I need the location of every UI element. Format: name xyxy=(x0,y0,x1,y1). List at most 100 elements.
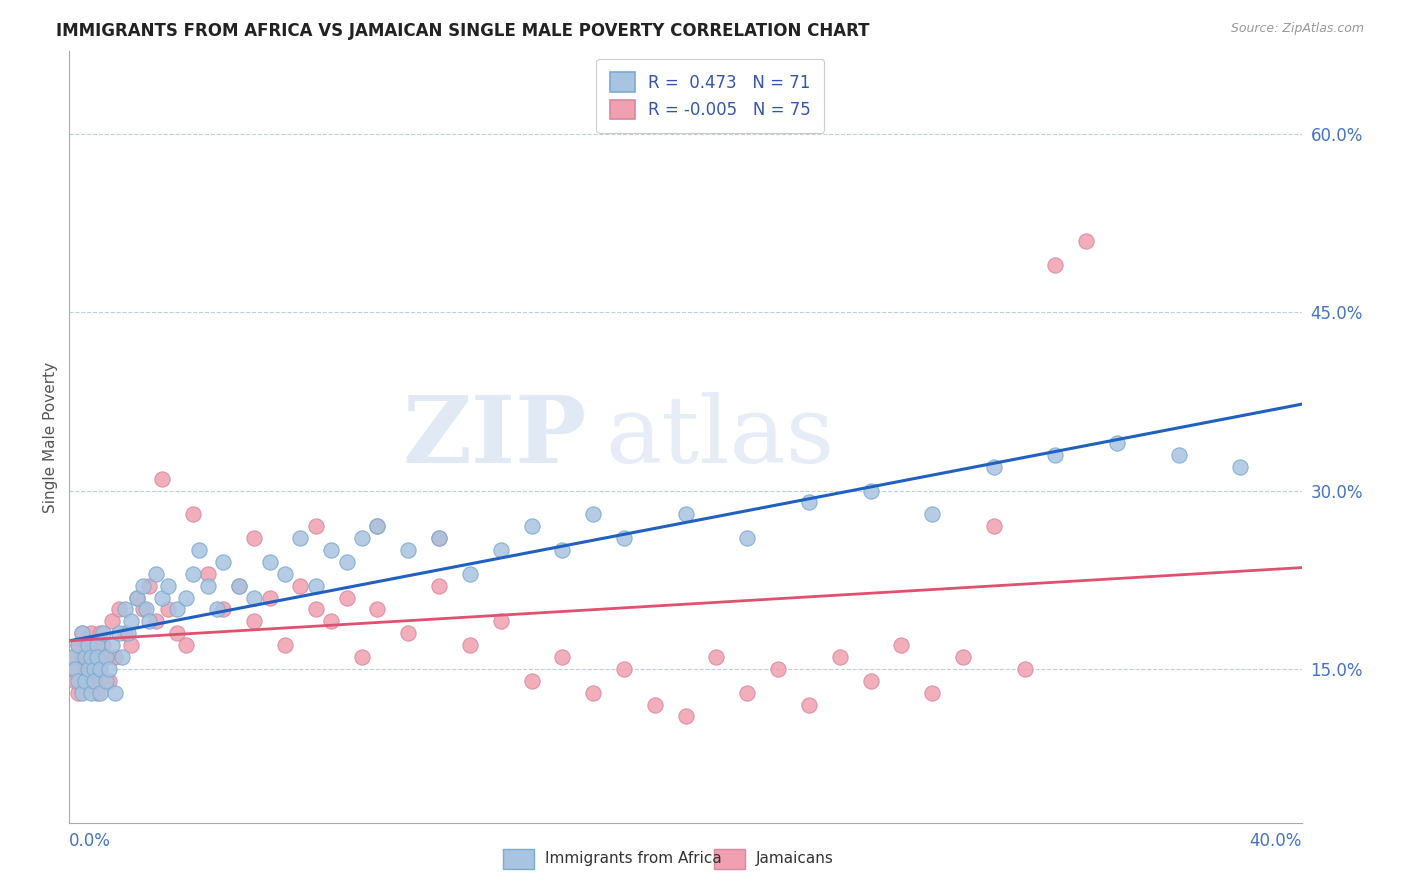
Point xyxy=(181,566,204,581)
Point xyxy=(67,638,90,652)
Point xyxy=(427,531,450,545)
Point xyxy=(520,673,543,688)
Point xyxy=(613,531,636,545)
Point xyxy=(80,686,103,700)
Point xyxy=(983,459,1005,474)
Text: Immigrants from Africa: Immigrants from Africa xyxy=(546,851,721,866)
Point xyxy=(125,591,148,605)
Point xyxy=(76,650,98,665)
Text: ZIP: ZIP xyxy=(402,392,588,482)
Point xyxy=(138,615,160,629)
Text: IMMIGRANTS FROM AFRICA VS JAMAICAN SINGLE MALE POVERTY CORRELATION CHART: IMMIGRANTS FROM AFRICA VS JAMAICAN SINGL… xyxy=(56,22,870,40)
Point xyxy=(921,686,943,700)
Point xyxy=(96,673,118,688)
Point xyxy=(305,519,328,533)
Legend: R =  0.473   N = 71, R = -0.005   N = 75: R = 0.473 N = 71, R = -0.005 N = 75 xyxy=(596,59,824,133)
Point xyxy=(458,566,481,581)
Point xyxy=(228,579,250,593)
Point xyxy=(921,508,943,522)
Point xyxy=(83,673,105,688)
Point xyxy=(197,566,219,581)
Point xyxy=(91,638,114,652)
Point xyxy=(89,662,111,676)
Point xyxy=(613,662,636,676)
Point xyxy=(489,615,512,629)
Point xyxy=(65,673,87,688)
Point xyxy=(156,579,179,593)
Point xyxy=(243,531,266,545)
Point xyxy=(1107,436,1129,450)
Point xyxy=(675,709,697,723)
Point xyxy=(96,650,118,665)
Point xyxy=(176,638,198,652)
Point xyxy=(125,591,148,605)
Point xyxy=(166,626,188,640)
Point xyxy=(489,543,512,558)
Point xyxy=(197,579,219,593)
Point xyxy=(366,519,388,533)
Point xyxy=(890,638,912,652)
Point xyxy=(70,686,93,700)
Point xyxy=(96,650,118,665)
Point xyxy=(83,638,105,652)
Point xyxy=(60,662,83,676)
Point xyxy=(735,686,758,700)
Point xyxy=(145,566,167,581)
Point xyxy=(644,698,666,712)
Point xyxy=(350,650,373,665)
Point xyxy=(67,686,90,700)
Point xyxy=(150,472,173,486)
Point xyxy=(86,638,108,652)
Point xyxy=(1167,448,1189,462)
Point xyxy=(73,673,96,688)
Point xyxy=(73,650,96,665)
Point xyxy=(76,638,98,652)
Point xyxy=(290,579,312,593)
Point xyxy=(80,650,103,665)
Point xyxy=(70,650,93,665)
Point xyxy=(114,626,136,640)
Point xyxy=(859,673,882,688)
Point xyxy=(1076,234,1098,248)
Point xyxy=(73,638,96,652)
Point xyxy=(101,638,124,652)
Point xyxy=(305,579,328,593)
Point xyxy=(76,662,98,676)
Point xyxy=(166,602,188,616)
Point xyxy=(104,650,127,665)
Point xyxy=(187,543,209,558)
Point xyxy=(1045,258,1067,272)
Point xyxy=(675,508,697,522)
Point xyxy=(243,591,266,605)
Point xyxy=(107,626,129,640)
Point xyxy=(1229,459,1251,474)
Point xyxy=(366,519,388,533)
Point xyxy=(290,531,312,545)
Point xyxy=(181,508,204,522)
Point xyxy=(427,531,450,545)
Point xyxy=(520,519,543,533)
Point xyxy=(321,543,343,558)
Point xyxy=(132,602,155,616)
Text: Jamaicans: Jamaicans xyxy=(756,851,834,866)
Point xyxy=(983,519,1005,533)
Point xyxy=(336,555,359,569)
Point xyxy=(366,602,388,616)
Point xyxy=(259,555,281,569)
Y-axis label: Single Male Poverty: Single Male Poverty xyxy=(44,361,58,513)
Point xyxy=(83,662,105,676)
Point xyxy=(67,673,90,688)
Point xyxy=(73,662,96,676)
Point xyxy=(274,566,297,581)
Point xyxy=(735,531,758,545)
Point xyxy=(321,615,343,629)
Point xyxy=(91,626,114,640)
Text: Source: ZipAtlas.com: Source: ZipAtlas.com xyxy=(1230,22,1364,36)
Point xyxy=(80,626,103,640)
Point xyxy=(1014,662,1036,676)
Point xyxy=(797,698,820,712)
Point xyxy=(89,662,111,676)
Point xyxy=(132,579,155,593)
Point xyxy=(86,686,108,700)
Point xyxy=(101,615,124,629)
